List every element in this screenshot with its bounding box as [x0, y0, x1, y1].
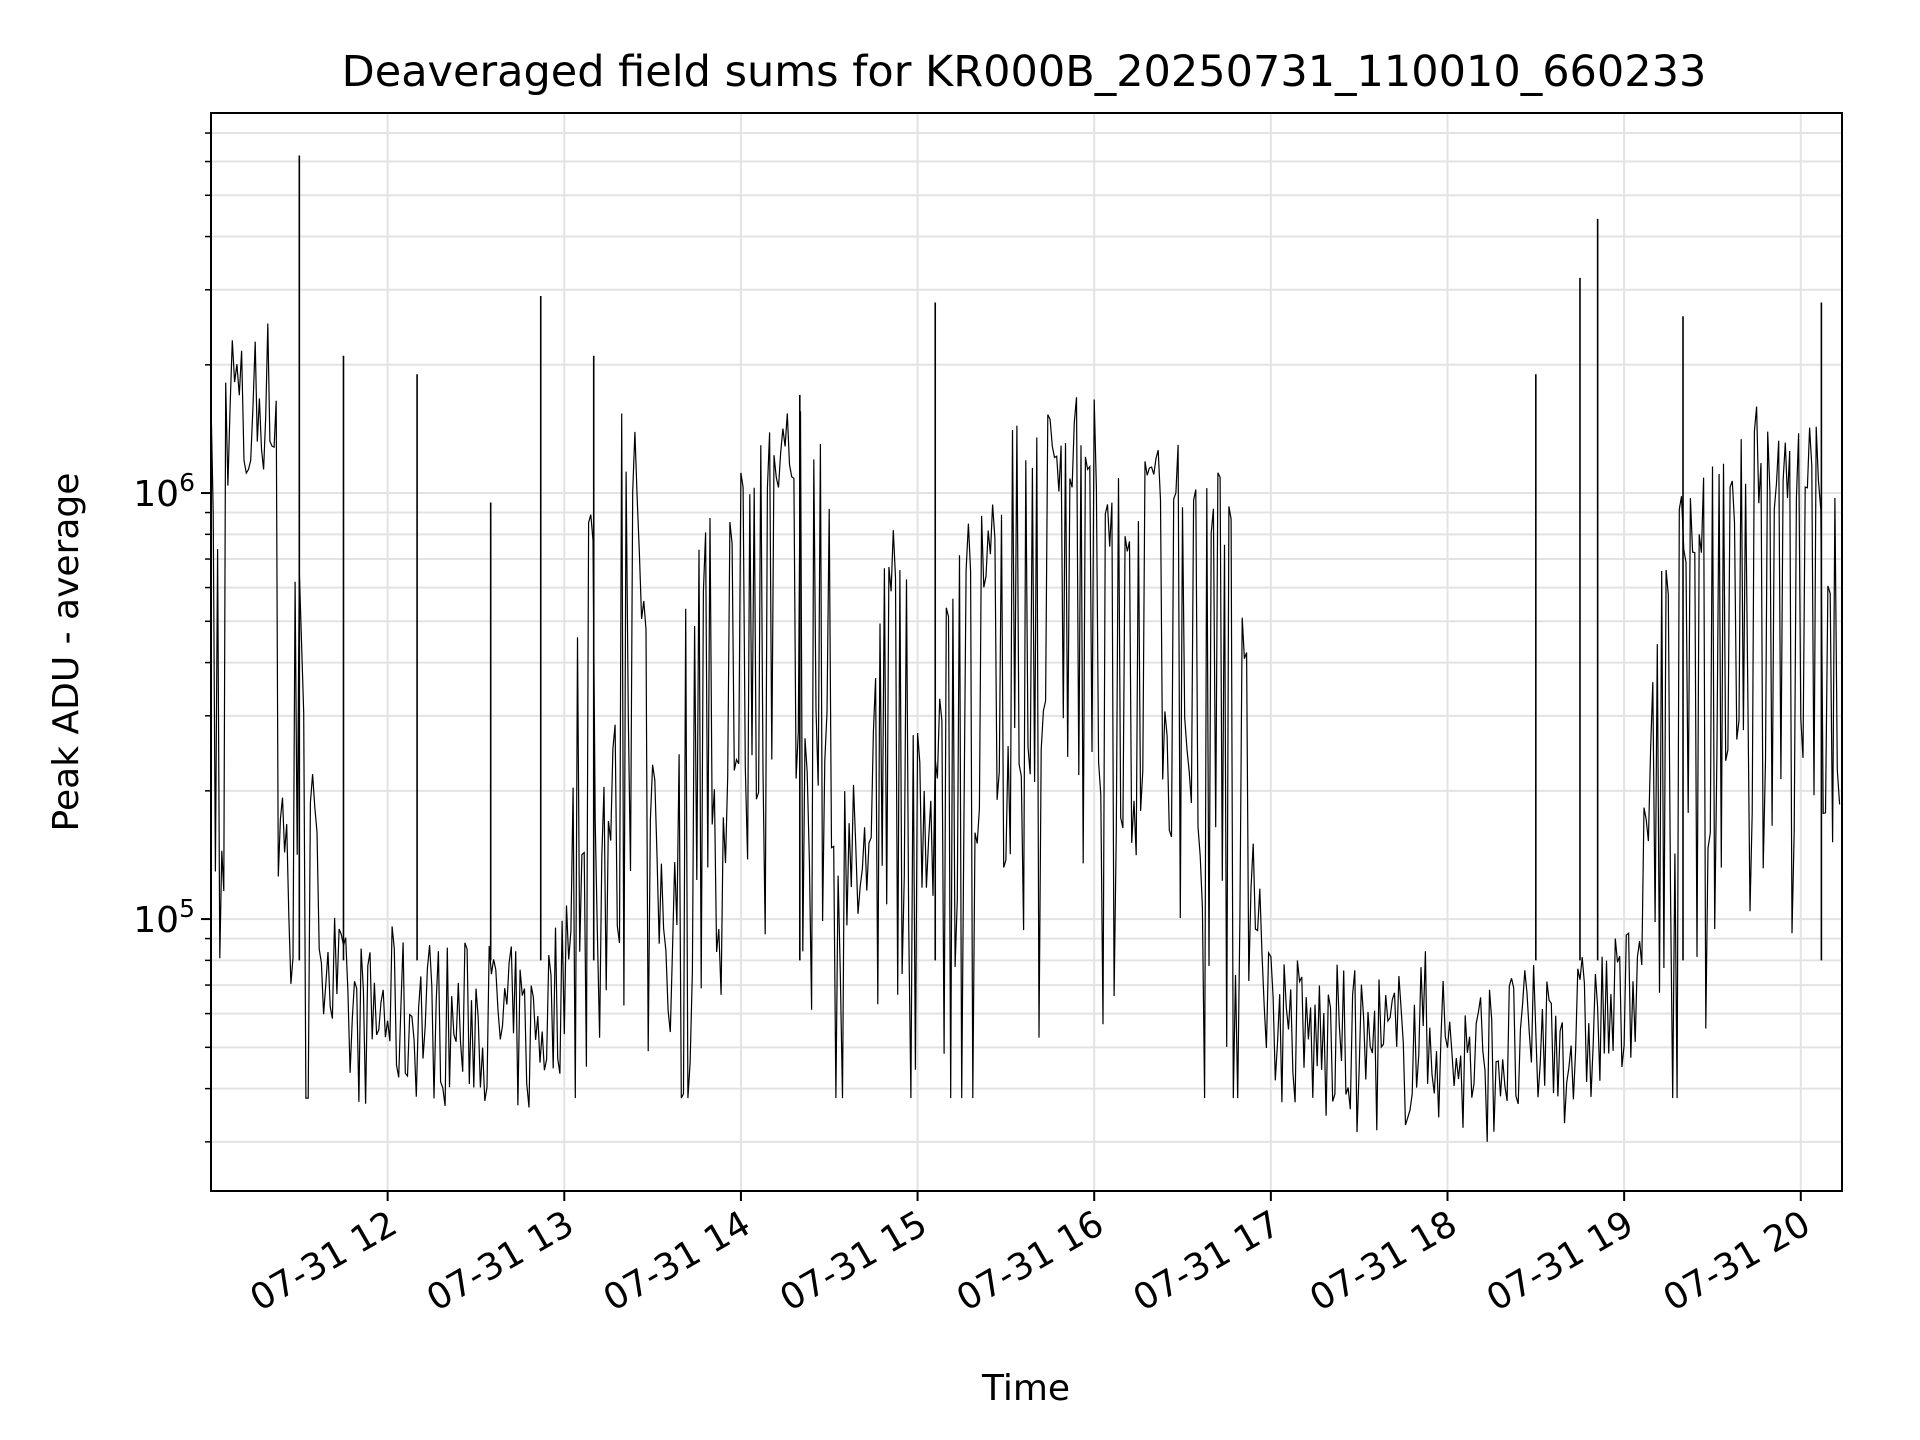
y-tick-label: 106	[133, 468, 195, 515]
y-tick-label: 105	[133, 894, 195, 941]
y-axis-label: Peak ADU - average	[46, 473, 87, 832]
data-layer	[210, 155, 1841, 1142]
chart-title: Deaveraged field sums for KR000B_2025073…	[342, 47, 1707, 97]
y-axis: 105 106	[133, 132, 211, 1143]
x-axis-label: Time	[981, 1368, 1070, 1409]
plot-frame	[210, 112, 1843, 1192]
data-series-line	[210, 323, 1841, 1142]
